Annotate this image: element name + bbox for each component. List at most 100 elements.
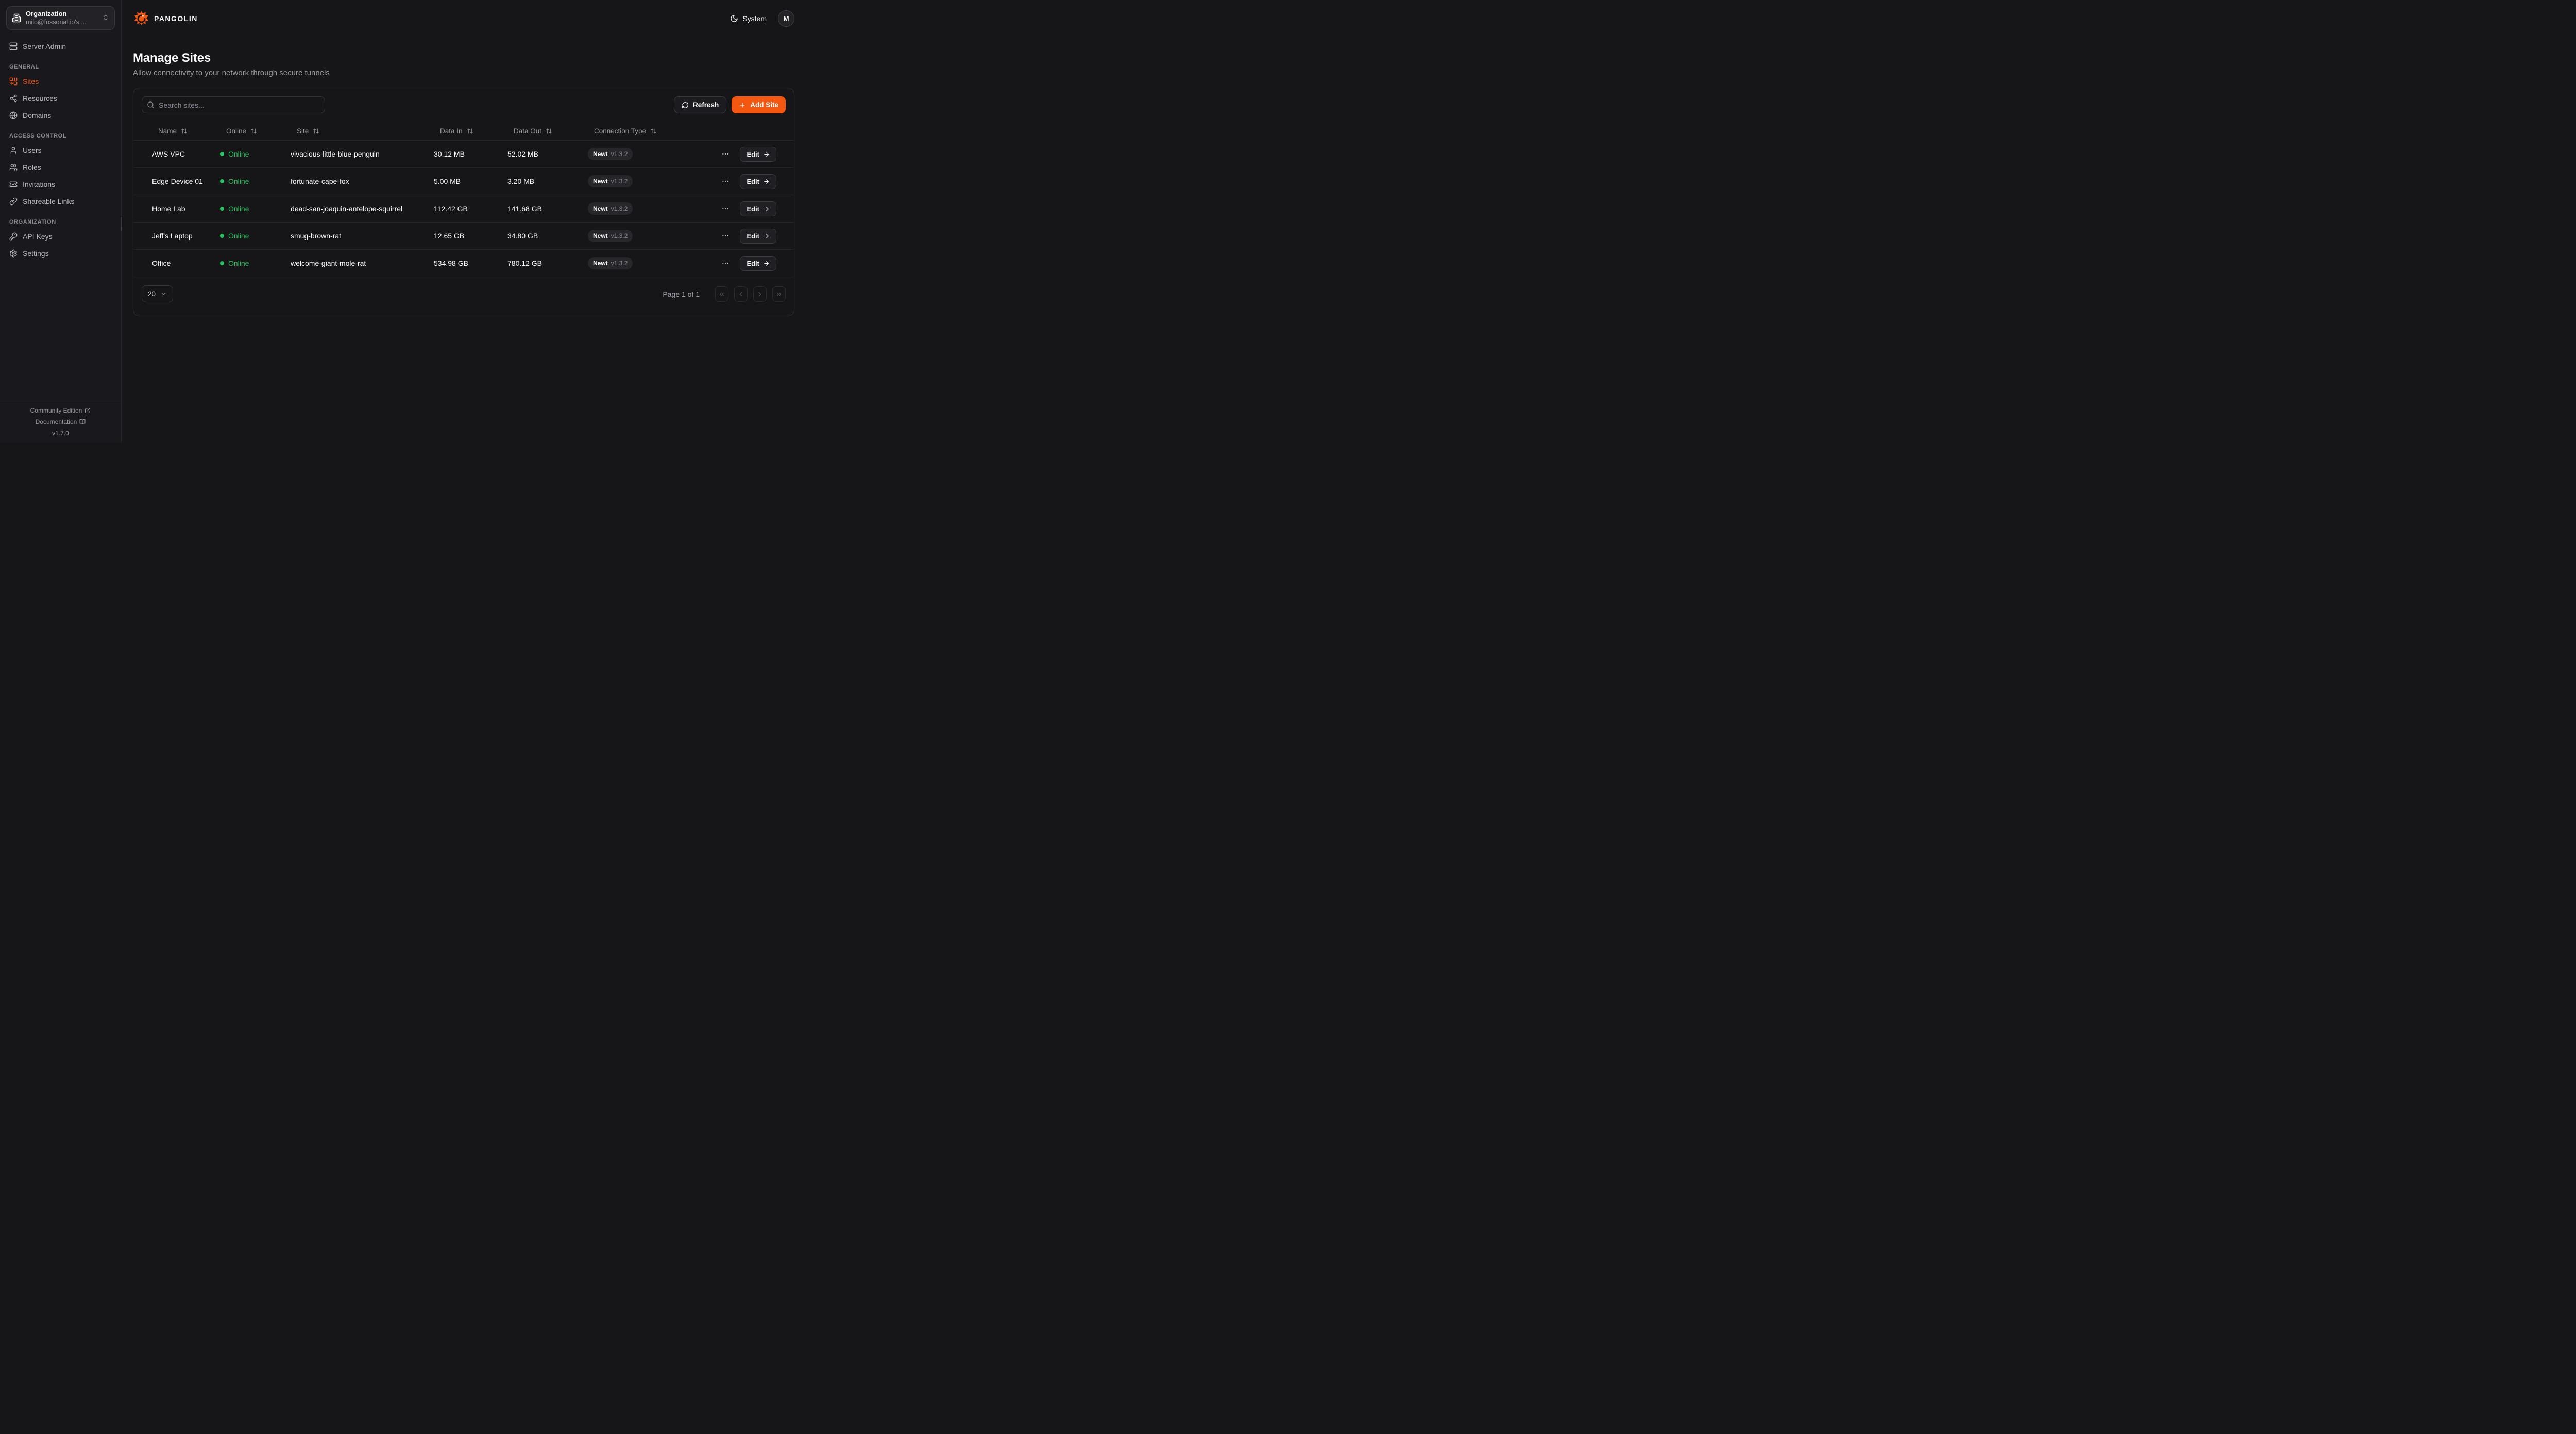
ellipsis-icon — [722, 235, 729, 237]
connection-version: v1.3.2 — [611, 150, 628, 158]
organization-selector[interactable]: Organization milo@fossorial.io's ... — [6, 6, 115, 30]
connection-version: v1.3.2 — [611, 260, 628, 267]
sidebar-section-access-control: ACCESS CONTROL — [9, 133, 66, 139]
combine-icon — [9, 77, 18, 86]
online-status-label: Online — [228, 150, 249, 158]
online-status: Online — [220, 177, 291, 185]
row-menu-button[interactable] — [720, 203, 731, 214]
page-title: Manage Sites — [133, 51, 211, 65]
connection-type-badge: Newt v1.3.2 — [588, 148, 633, 160]
column-header-online[interactable]: Online — [220, 127, 291, 135]
previous-page-button[interactable] — [734, 286, 748, 302]
row-actions: Edit — [706, 201, 786, 216]
row-menu-button[interactable] — [720, 231, 731, 241]
column-header-label: Connection Type — [594, 127, 647, 135]
connection-type-cell: Newt v1.3.2 — [588, 202, 706, 215]
link-icon — [9, 197, 18, 206]
edit-button[interactable]: Edit — [740, 146, 776, 162]
data-out-value: 3.20 MB — [507, 177, 535, 185]
ellipsis-icon — [722, 262, 729, 264]
app-version: v1.7.0 — [52, 430, 69, 437]
page-size-select[interactable]: 20 — [142, 285, 174, 302]
connection-type-badge: Newt v1.3.2 — [588, 175, 633, 187]
community-edition-link[interactable]: Community Edition — [30, 407, 91, 414]
column-header-name[interactable]: Name — [142, 127, 220, 135]
connection-type-cell: Newt v1.3.2 — [588, 148, 706, 160]
brand-name: PANGOLIN — [154, 14, 198, 23]
organization-value: milo@fossorial.io's ... — [26, 19, 87, 26]
row-menu-button[interactable] — [720, 258, 731, 268]
chevrons-right-icon — [776, 292, 782, 296]
chevron-right-icon — [758, 292, 761, 296]
card-footer: 20 Page 1 of 1 — [133, 277, 794, 316]
sidebar-item-label: Roles — [23, 163, 41, 172]
arrow-up-down-icon — [181, 128, 187, 133]
sidebar-item-label: Shareable Links — [23, 197, 75, 206]
row-menu-button[interactable] — [720, 176, 731, 186]
online-status-dot — [220, 207, 224, 211]
theme-toggle[interactable]: System — [730, 14, 767, 23]
table-row: Jeff's Laptop Online smug-brown-rat 12.6… — [133, 222, 794, 249]
chevron-down-icon — [161, 293, 166, 295]
data-out-value: 34.80 GB — [507, 232, 538, 240]
column-header-data-out[interactable]: Data Out — [507, 127, 588, 135]
sidebar-item-sites[interactable]: Sites — [6, 73, 115, 90]
table-header-row: Name Online Site Data In Data Out — [133, 122, 794, 140]
row-actions: Edit — [706, 146, 786, 162]
sidebar-item-domains[interactable]: Domains — [6, 107, 115, 124]
organization-label: Organization — [26, 10, 67, 18]
online-status-label: Online — [228, 177, 249, 185]
arrow-up-down-icon — [467, 128, 473, 133]
page-subtitle: Allow connectivity to your network throu… — [133, 69, 330, 77]
sidebar-item-resources[interactable]: Resources — [6, 90, 115, 107]
sites-card: Refresh Add Site Name Online — [133, 88, 794, 316]
online-status-label: Online — [228, 259, 249, 267]
sidebar-item-shareable-links[interactable]: Shareable Links — [6, 193, 115, 210]
last-page-button[interactable] — [772, 286, 786, 302]
refresh-button[interactable]: Refresh — [673, 96, 727, 113]
first-page-button[interactable] — [715, 286, 728, 302]
refresh-button-label: Refresh — [692, 101, 719, 109]
connection-name: Newt — [593, 260, 608, 267]
column-header-label: Data In — [440, 127, 463, 135]
sidebar-item-server-admin[interactable]: Server Admin — [6, 38, 115, 55]
online-status: Online — [220, 232, 291, 240]
search-input[interactable] — [142, 96, 325, 113]
edit-button[interactable]: Edit — [740, 228, 776, 244]
sidebar-content: Organization milo@fossorial.io's ... Ser… — [0, 0, 121, 400]
edit-button[interactable]: Edit — [740, 255, 776, 271]
brand-logo[interactable]: PANGOLIN — [133, 10, 198, 27]
documentation-link[interactable]: Documentation — [36, 418, 86, 425]
sidebar-item-label: Settings — [23, 249, 49, 258]
pagination-buttons — [715, 286, 786, 302]
column-header-data-in[interactable]: Data In — [434, 127, 507, 135]
connection-name: Newt — [593, 205, 608, 212]
edit-button[interactable]: Edit — [740, 201, 776, 216]
column-header-site[interactable]: Site — [291, 127, 434, 135]
online-status: Online — [220, 259, 291, 267]
chevron-left-icon — [739, 292, 742, 296]
sidebar-item-roles[interactable]: Roles — [6, 159, 115, 176]
sidebar-item-invitations[interactable]: Invitations — [6, 176, 115, 193]
edit-button[interactable]: Edit — [740, 174, 776, 189]
site-slug: dead-san-joaquin-antelope-squirrel — [291, 204, 403, 213]
next-page-button[interactable] — [753, 286, 767, 302]
page-size-value: 20 — [148, 290, 156, 298]
sidebar-item-settings[interactable]: Settings — [6, 245, 115, 262]
sidebar-item-users[interactable]: Users — [6, 142, 115, 159]
column-header-connection-type[interactable]: Connection Type — [588, 127, 706, 135]
arrow-right-icon — [764, 261, 769, 266]
external-link-icon — [85, 408, 91, 413]
sidebar-item-api-keys[interactable]: API Keys — [6, 228, 115, 245]
search-icon — [147, 101, 154, 108]
online-status-dot — [220, 261, 224, 265]
sidebar-resize-handle[interactable] — [121, 217, 122, 231]
row-menu-button[interactable] — [720, 149, 731, 159]
ellipsis-icon — [722, 208, 729, 210]
sidebar-item-label: Domains — [23, 111, 52, 120]
add-site-button[interactable]: Add Site — [732, 96, 786, 113]
avatar[interactable]: M — [778, 10, 794, 27]
arrow-right-icon — [764, 151, 769, 157]
edit-button-label: Edit — [747, 150, 759, 158]
data-in-value: 5.00 MB — [434, 177, 461, 185]
